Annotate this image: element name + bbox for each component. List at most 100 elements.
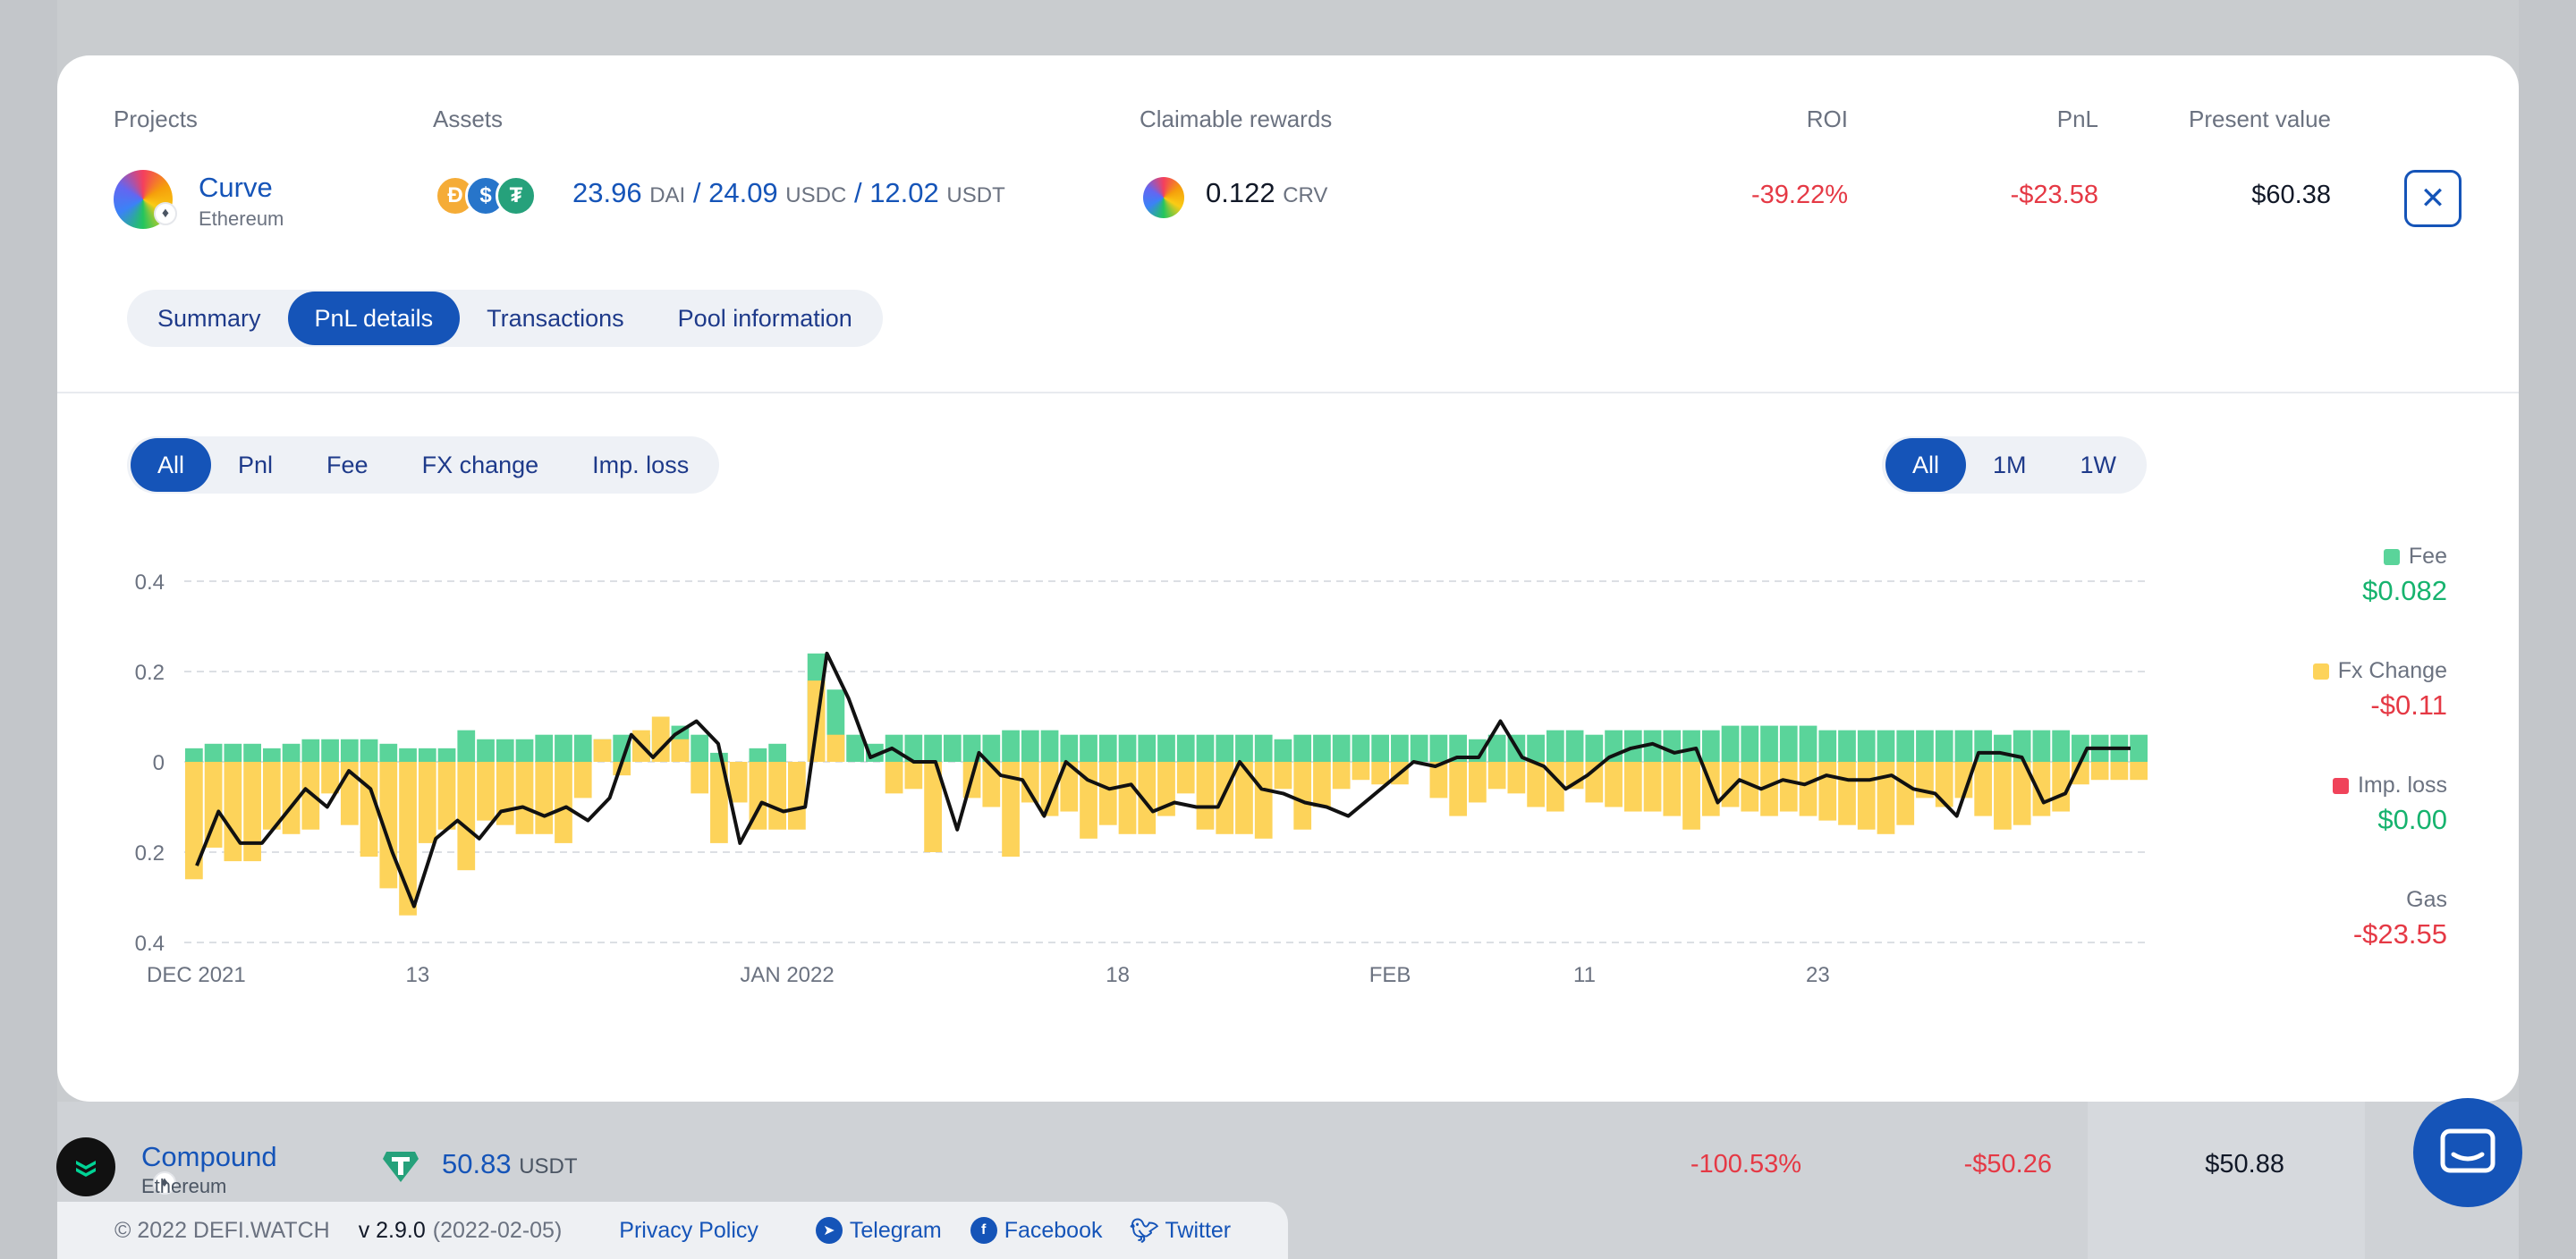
- usdt-symbol: USDT: [946, 183, 1005, 207]
- fee-bar: [301, 739, 320, 762]
- project-name[interactable]: Curve: [199, 172, 273, 203]
- asset-separator: /: [853, 177, 862, 208]
- fee-bar: [1274, 739, 1292, 762]
- fx-change-swatch: [2312, 663, 2329, 680]
- period-1w[interactable]: 1W: [2080, 451, 2117, 478]
- fee-bar: [418, 748, 436, 762]
- fee-bar: [613, 734, 631, 762]
- position-detail-modal: Projects Assets Claimable rewards ROI Pn…: [57, 55, 2519, 1102]
- backdrop-right: [2519, 0, 2576, 1259]
- fee-bar: [904, 734, 923, 762]
- fx-change-bar: [1429, 762, 1448, 798]
- legend-fx-label: Fx Change: [2337, 658, 2447, 683]
- x-tick-label: FEB: [1369, 963, 1411, 987]
- fee-bar: [185, 748, 203, 762]
- facebook-link[interactable]: f Facebook: [970, 1217, 1103, 1244]
- fee-bar: [1429, 734, 1448, 762]
- fx-change-bar: [1138, 762, 1157, 834]
- fx-change-bar: [885, 762, 903, 794]
- x-tick-label: 13: [406, 963, 430, 987]
- crv-token-icon: [1143, 177, 1184, 218]
- fx-change-bar: [457, 762, 476, 871]
- fee-bar: [1138, 734, 1157, 762]
- fx-change-bar: [1643, 762, 1662, 812]
- footer-version-date: (2022-02-05): [432, 1217, 563, 1243]
- fx-change-bar: [768, 762, 787, 830]
- twitter-icon: 🐦︎: [1130, 1216, 1160, 1244]
- fee-bar: [1196, 734, 1215, 762]
- fee-bar: [1002, 730, 1020, 762]
- fee-bar: [1779, 725, 1798, 762]
- compound-amount: 50.83 USDT: [442, 1148, 578, 1180]
- fee-bar: [1332, 734, 1351, 762]
- fx-change-bar: [2110, 762, 2129, 781]
- fee-bar: [1585, 734, 1604, 762]
- twitter-link[interactable]: 🐦︎ Twitter: [1130, 1216, 1231, 1244]
- fx-change-bar: [1838, 762, 1856, 825]
- compound-mark-icon: [76, 1161, 96, 1177]
- y-tick-label: 0.2: [135, 661, 165, 685]
- roi-header: ROI: [1806, 106, 1848, 132]
- filter-imp-loss[interactable]: Imp. loss: [592, 451, 690, 478]
- telegram-link[interactable]: ➤ Telegram: [815, 1217, 942, 1244]
- usdt-token-icon: [383, 1152, 419, 1182]
- fx-change-bar: [535, 762, 554, 834]
- fx-change-bar: [360, 762, 378, 858]
- fee-bar: [282, 743, 301, 762]
- fx-change-bar: [185, 762, 203, 880]
- fx-change-bar: [282, 762, 301, 834]
- filter-pnl[interactable]: Pnl: [238, 451, 274, 478]
- fx-change-bar: [573, 762, 592, 798]
- fee-bar: [1954, 730, 1973, 762]
- fee-bar: [1254, 734, 1273, 762]
- backdrop-left: [0, 0, 57, 1259]
- fx-change-bar: [1507, 762, 1526, 794]
- privacy-policy-link[interactable]: Privacy Policy: [619, 1218, 758, 1244]
- fx-change-bar: [1274, 762, 1292, 790]
- usdc-amount: 24.09: [708, 177, 778, 208]
- reward-amount: 0.122 CRV: [1206, 177, 1327, 209]
- fee-bar: [535, 734, 554, 762]
- fx-change-bar: [826, 734, 845, 762]
- legend-gas: Gas -$23.55: [2353, 887, 2447, 951]
- filter-fee[interactable]: Fee: [326, 451, 369, 478]
- fx-change-bar: [1235, 762, 1253, 834]
- fee-bar: [1080, 734, 1097, 762]
- y-tick-label: 0.2: [135, 841, 165, 866]
- filter-fx-change[interactable]: FX change: [421, 451, 539, 478]
- compound-name[interactable]: Compound: [141, 1141, 277, 1172]
- close-button[interactable]: ✕: [2404, 170, 2462, 227]
- period-all[interactable]: All: [1885, 438, 1967, 492]
- fee-bar: [710, 752, 728, 762]
- fx-change-bar: [651, 716, 670, 762]
- tab-pnl-details[interactable]: PnL details: [287, 292, 461, 345]
- fx-change-bar: [1098, 762, 1117, 825]
- fx-change-bar: [243, 762, 261, 862]
- tab-summary[interactable]: Summary: [157, 304, 261, 332]
- fx-change-bar: [1449, 762, 1468, 816]
- legend-imp-loss-label: Imp. loss: [2357, 773, 2447, 798]
- fee-bar: [243, 743, 261, 762]
- project-chain: Ethereum: [199, 207, 284, 230]
- tab-transactions[interactable]: Transactions: [487, 304, 624, 332]
- legend-fx-value: -$0.11: [2370, 689, 2447, 721]
- tab-pool-information[interactable]: Pool information: [677, 304, 852, 332]
- asset-amounts: 23.96 DAI / 24.09 USDC / 12.02 USDT: [572, 177, 1005, 209]
- y-tick-label: 0.4: [135, 570, 165, 595]
- fee-bar: [1994, 734, 2012, 762]
- period-1m[interactable]: 1M: [1993, 451, 2027, 478]
- fx-change-bar: [1974, 762, 1993, 816]
- filter-all[interactable]: All: [131, 438, 212, 492]
- fx-change-bar: [710, 762, 728, 843]
- facebook-icon: f: [970, 1217, 997, 1244]
- pnl-chart: 0.4 0.2 0 0.2 0.4 DEC 2021 13 JAN 2022 18 FEB 11 23: [135, 570, 2148, 987]
- fx-change-bar: [437, 762, 456, 830]
- fee-bar: [2032, 730, 2051, 762]
- period-filter: All 1M 1W: [1882, 436, 2148, 494]
- x-tick-label: 18: [1106, 963, 1130, 987]
- fx-change-bar: [1293, 762, 1312, 830]
- fx-change-bar: [1527, 762, 1545, 807]
- dai-symbol: DAI: [649, 183, 686, 207]
- fee-bar: [2012, 730, 2031, 762]
- chat-support-button[interactable]: [2413, 1098, 2522, 1207]
